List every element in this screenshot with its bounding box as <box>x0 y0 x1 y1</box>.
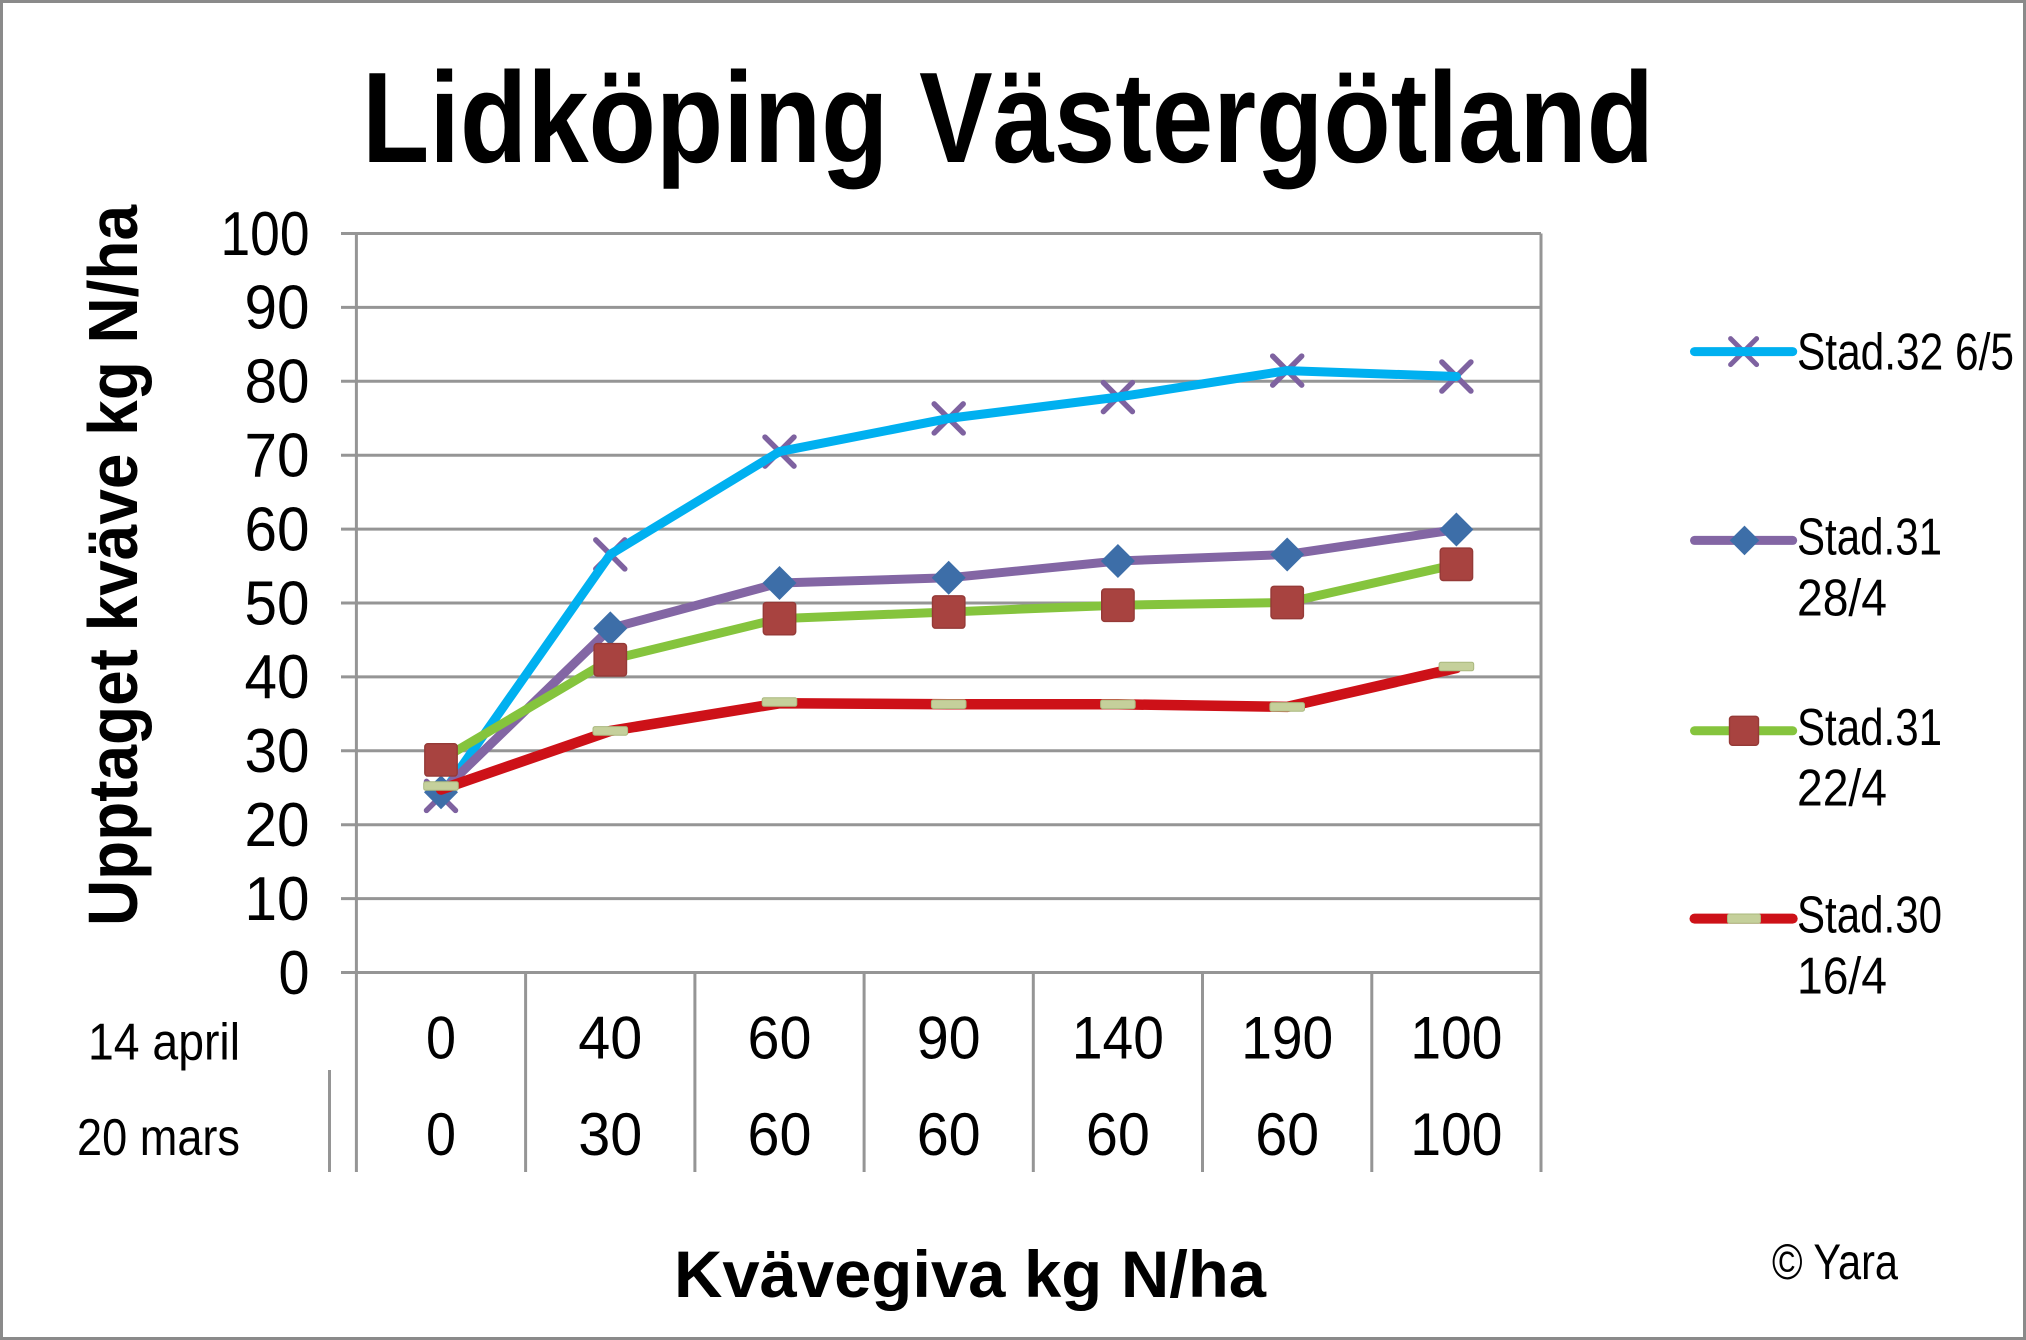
svg-text:© Yara: © Yara <box>1772 1234 1898 1290</box>
svg-text:10: 10 <box>245 865 310 934</box>
svg-text:30: 30 <box>245 717 310 786</box>
svg-text:Kvävegiva kg N/ha: Kvävegiva kg N/ha <box>674 1237 1267 1311</box>
svg-text:0: 0 <box>426 1005 456 1072</box>
svg-text:40: 40 <box>245 643 310 712</box>
svg-text:Upptaget kväve kg N/ha: Upptaget kväve kg N/ha <box>74 204 152 926</box>
svg-text:140: 140 <box>1072 1005 1164 1072</box>
svg-text:100: 100 <box>1410 1101 1502 1168</box>
svg-text:14 april: 14 april <box>88 1014 240 1072</box>
svg-text:60: 60 <box>1086 1101 1150 1168</box>
svg-text:100: 100 <box>221 200 310 269</box>
svg-text:Lidköping Västergötland: Lidköping Västergötland <box>362 46 1654 190</box>
svg-text:22/4: 22/4 <box>1797 760 1887 818</box>
svg-text:80: 80 <box>245 348 310 417</box>
svg-text:100: 100 <box>1410 1005 1502 1072</box>
svg-text:0: 0 <box>426 1101 456 1168</box>
svg-text:50: 50 <box>245 569 310 638</box>
svg-text:20: 20 <box>245 791 310 860</box>
svg-text:60: 60 <box>245 495 310 564</box>
svg-text:20 mars: 20 mars <box>77 1109 240 1167</box>
svg-text:0: 0 <box>279 939 310 1008</box>
svg-text:190: 190 <box>1241 1005 1333 1072</box>
svg-text:60: 60 <box>748 1005 812 1072</box>
svg-text:16/4: 16/4 <box>1797 947 1887 1005</box>
svg-text:60: 60 <box>748 1101 812 1168</box>
svg-text:30: 30 <box>578 1101 642 1168</box>
svg-text:70: 70 <box>245 422 310 491</box>
svg-text:60: 60 <box>917 1101 981 1168</box>
svg-text:28/4: 28/4 <box>1797 569 1887 627</box>
svg-text:Stad.32 6/5: Stad.32 6/5 <box>1797 324 2014 382</box>
svg-text:40: 40 <box>578 1005 642 1072</box>
svg-text:60: 60 <box>1255 1101 1319 1168</box>
svg-text:Stad.30: Stad.30 <box>1797 887 1942 945</box>
svg-text:Stad.31: Stad.31 <box>1797 509 1942 567</box>
svg-text:Stad.31: Stad.31 <box>1797 699 1942 757</box>
svg-text:90: 90 <box>245 274 310 343</box>
svg-text:90: 90 <box>917 1005 981 1072</box>
